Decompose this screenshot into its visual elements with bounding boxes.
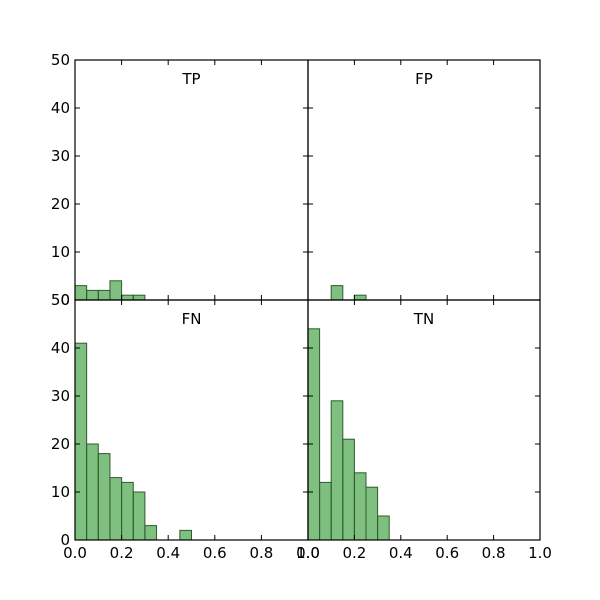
frame-tp — [74, 59, 309, 301]
bar-fp-1 — [353, 294, 367, 301]
ytick-label-tp-0: 0 — [60, 291, 70, 309]
ytick-label-tp-1: 10 — [51, 243, 70, 261]
panel-title-fn: FN — [182, 310, 202, 328]
bar-tn-0 — [307, 328, 321, 541]
bar-fn-5 — [132, 491, 146, 541]
ytick-label-tp-2: 20 — [51, 195, 70, 213]
bar-tp-4 — [121, 294, 134, 301]
bar-fn-6 — [144, 525, 158, 541]
ytick-label-fn-5: 50 — [51, 291, 70, 309]
bar-tp-3 — [109, 280, 123, 301]
xtick-label-fn-0: 0.0 — [63, 544, 87, 562]
panel-title-tn: TN — [413, 310, 434, 328]
panel-title-fp: FP — [415, 70, 433, 88]
bar-tp-1 — [86, 289, 99, 301]
bar-tn-6 — [377, 515, 390, 541]
ytick-label-tp-3: 30 — [51, 147, 70, 165]
ytick-label-fn-3: 30 — [51, 387, 70, 405]
panel-title-tp: TP — [181, 70, 200, 88]
bar-tn-4 — [353, 472, 367, 541]
xtick-label-fn-1: 0.2 — [110, 544, 134, 562]
panel-tn: TN 0.0 0.2 0.4 0.6 0.8 1.0 — [296, 299, 552, 562]
ytick-label-tp-5: 50 — [51, 51, 70, 69]
bar-tn-1 — [319, 481, 332, 541]
xtick-label-tn-4: 0.8 — [482, 544, 506, 562]
xtick-label-tn-1: 0.2 — [342, 544, 366, 562]
xtick-label-tn-2: 0.4 — [389, 544, 413, 562]
ytick-label-fn-1: 10 — [51, 483, 70, 501]
ytick-label-tp-4: 40 — [51, 99, 70, 117]
xtick-label-tn-0: 0.0 — [296, 544, 320, 562]
panel-fp: FP — [307, 59, 541, 301]
bar-fn-2 — [97, 453, 111, 541]
bar-tp-2 — [97, 289, 111, 301]
ytick-label-fn-0: 0 — [60, 531, 70, 549]
bar-fn-3 — [109, 477, 123, 541]
bar-tn-5 — [365, 486, 379, 541]
xtick-label-fn-2: 0.4 — [156, 544, 180, 562]
bar-fn-1 — [86, 443, 99, 541]
bar-tn-3 — [342, 438, 355, 541]
panel-tp: TP 0 10 20 30 40 50 — [51, 51, 309, 309]
bar-tn-2 — [330, 400, 344, 541]
bar-tp-0 — [74, 285, 88, 301]
xtick-label-tn-5: 1.0 — [528, 544, 552, 562]
bar-fp-0 — [330, 285, 344, 301]
xtick-label-fn-4: 0.8 — [249, 544, 273, 562]
xtick-label-fn-5: 1.0 — [296, 544, 320, 562]
xtick-label-tn-3: 0.6 — [435, 544, 459, 562]
bar-fn-7 — [179, 529, 193, 541]
bar-fn-4 — [121, 481, 134, 541]
ytick-label-fn-2: 20 — [51, 435, 70, 453]
bar-tp-5 — [132, 294, 146, 301]
frame-tn — [307, 299, 541, 541]
frame-fp — [307, 59, 541, 301]
bar-fn-0 — [74, 342, 88, 541]
panel-fn: FN 0 10 20 30 40 50 0.0 0.2 0.4 0.6 0.8 1.0 — [51, 291, 320, 562]
xtick-label-fn-3: 0.6 — [203, 544, 227, 562]
ytick-label-fn-4: 40 — [51, 339, 70, 357]
